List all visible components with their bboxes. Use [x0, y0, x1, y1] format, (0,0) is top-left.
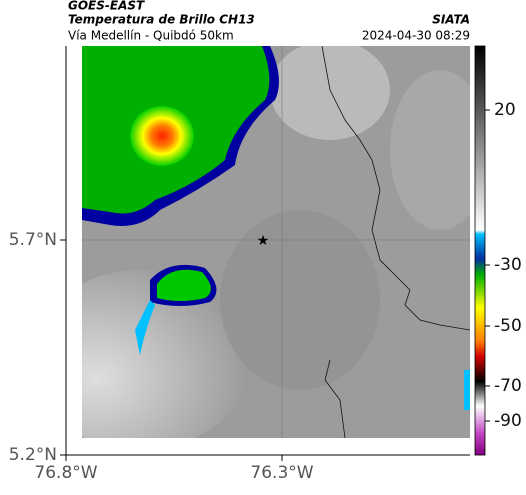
source: GOES-EAST	[68, 0, 145, 13]
colorbar-tick-label: -50	[494, 316, 522, 336]
satellite-image	[82, 46, 470, 438]
credit: SIATA	[432, 13, 470, 27]
colorbar	[474, 45, 486, 456]
colorbar-tick-label: -30	[494, 255, 522, 275]
colorbar-tick-label: 20	[494, 100, 516, 120]
y-tick-label: 5.2°N	[9, 445, 57, 465]
timestamp: 2024-04-30 08:29	[362, 29, 470, 43]
y-tick-label: 5.7°N	[9, 230, 57, 250]
city-marker: ★	[257, 233, 270, 249]
colorbar-tick-label: -90	[494, 411, 522, 431]
colorbar-tick-label: -70	[494, 376, 522, 396]
x-tick-label: 76.8°W	[34, 463, 97, 483]
subtitle: Vía Medellín - Quibdó 50km	[68, 29, 234, 43]
title: Temperatura de Brillo CH13	[68, 13, 255, 27]
x-tick-label: 76.3°W	[250, 463, 313, 483]
ticks: 5.7°N 5.2°N76.8°W 76.3°W 20 -30 -50 -70 -90	[9, 100, 522, 483]
